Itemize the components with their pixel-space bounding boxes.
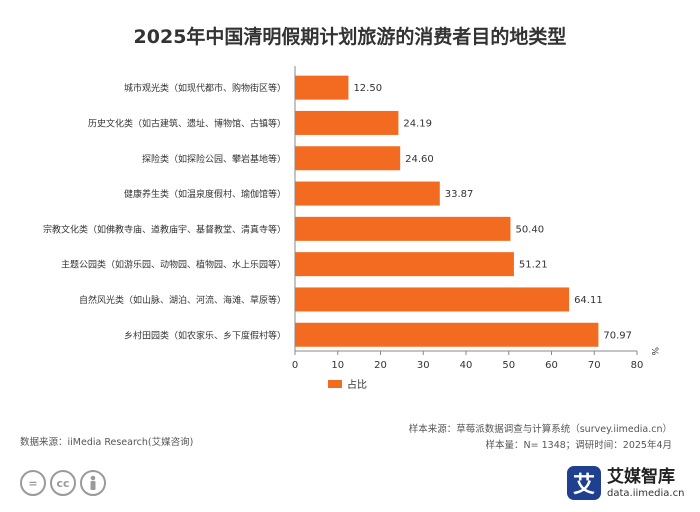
x-unit-label: % [649,347,659,356]
bar [295,252,514,277]
category-label: 主题公园类（如游乐园、动物园、植物园、水上乐园等） [61,259,286,271]
x-tick-label: 60 [545,360,558,371]
category-label: 乡村田园类（如农家乐、乡下度假村等） [124,329,286,341]
legend-label: 占比 [347,380,367,391]
sample-source: 样本来源：草莓派数据调查与计算系统（survey.iimedia.cn） [408,424,672,435]
category-label: 历史文化类（如古建筑、遗址、博物馆、古镇等） [88,117,286,129]
x-tick-label: 10 [331,360,344,371]
bar [295,322,599,347]
equals-icon: = [20,470,46,496]
brand-name: 艾媒智库 [607,466,675,487]
value-label: 24.60 [405,154,434,165]
x-tick-label: 50 [502,360,515,371]
x-tick-label: 30 [417,360,430,371]
chart-title: 2025年中国清明假期计划旅游的消费者目的地类型 [133,26,567,48]
data-source: 数据来源：iiMedia Research(艾媒咨询) [20,437,194,448]
value-label: 51.21 [519,260,548,271]
person-icon [80,470,106,496]
value-label: 50.40 [515,224,544,235]
brand-url: data.iimedia.cn [607,487,685,499]
legend: 占比 [328,376,367,391]
legend-swatch [328,379,342,388]
x-tick-label: 70 [588,360,601,371]
category-label: 探险类（如探险公园、攀岩基地等） [142,153,286,165]
value-label: 24.19 [403,118,432,129]
category-label: 城市观光类（如现代都市、购物街区等） [124,82,286,94]
brand: 艾 艾媒智库 data.iimedia.cn [567,466,684,500]
x-tick-label: 80 [631,360,644,371]
x-tick-label: 40 [460,360,473,371]
x-tick-label: 20 [374,360,387,371]
category-label: 健康养生类（如温泉度假村、瑜伽馆等） [124,188,286,200]
bar [295,110,399,135]
value-label: 70.97 [603,330,632,341]
value-label: 12.50 [353,83,382,94]
bar [295,75,349,100]
value-label: 64.11 [574,295,603,306]
x-tick-label: 0 [292,360,298,371]
bar [295,287,570,312]
sample-size: 样本量：N= 1348；调研时间：2025年4月 [485,440,672,451]
bar [295,181,440,206]
value-label: 33.87 [445,189,474,200]
bar [295,216,511,241]
cc-icon: cc [50,470,76,496]
category-label: 宗教文化类（如佛教寺庙、道教庙宇、基督教堂、清真寺等） [43,223,286,235]
license-icons: = cc [20,470,106,496]
category-label: 自然风光类（如山脉、湖泊、河流、海滩、草原等） [79,294,286,306]
brand-logo: 艾 [567,466,601,500]
bar [295,146,401,171]
